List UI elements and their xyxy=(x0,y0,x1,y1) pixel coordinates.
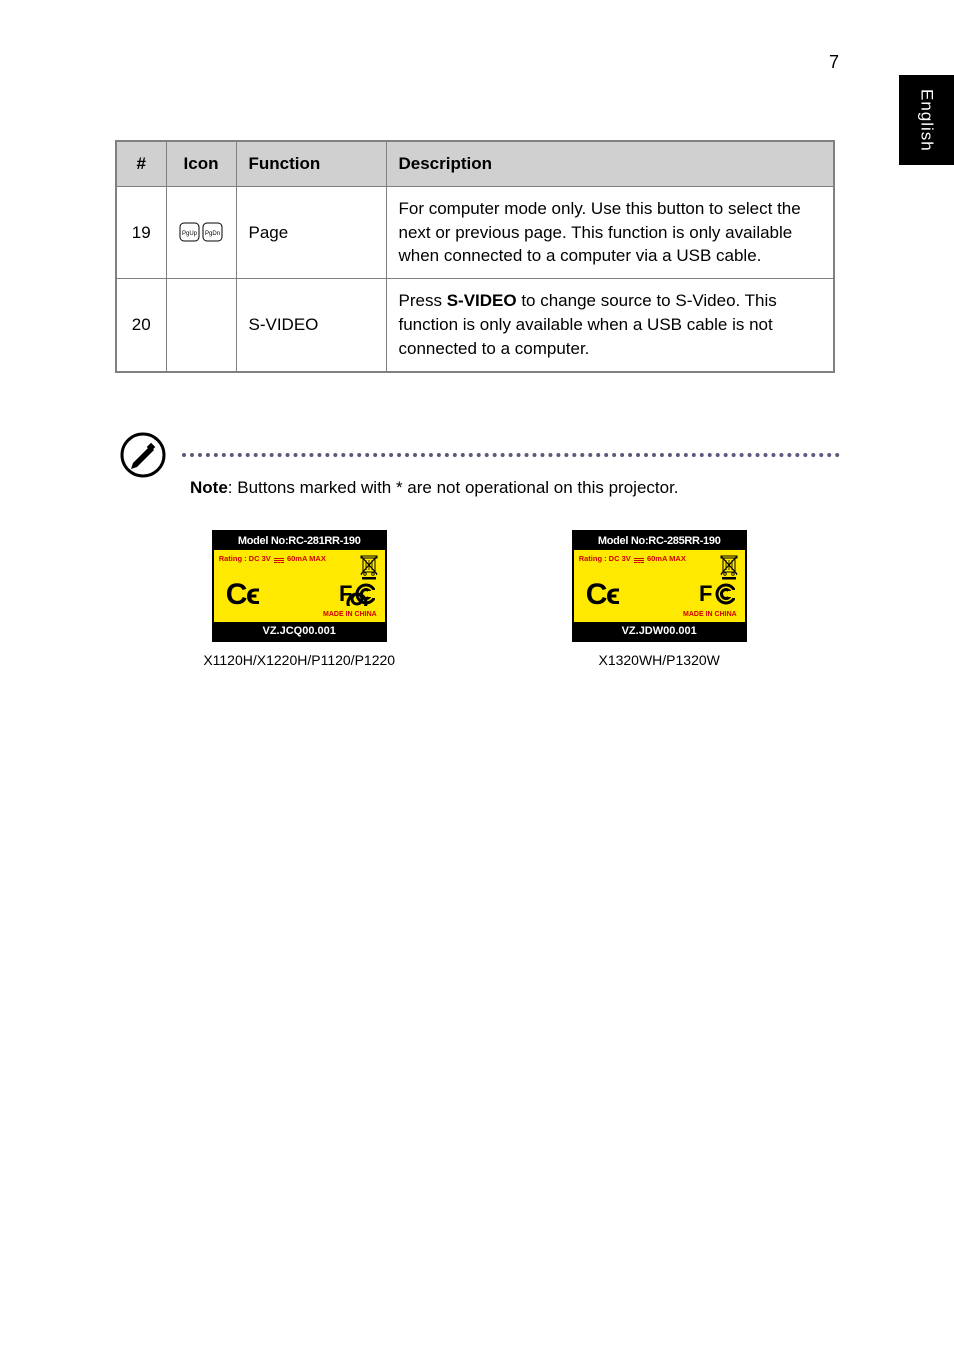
dc-symbol-icon xyxy=(274,558,284,561)
cell-icon: PgUp PgDn xyxy=(166,186,236,278)
label-body: Rating : DC 3V 60mA MAX C ϵ F xyxy=(574,550,745,622)
page-buttons-icon: PgUp PgDn xyxy=(179,222,223,242)
compliance-label: Model No:RC-285RR-190 Rating : DC 3V 60m… xyxy=(572,530,747,642)
svg-text:PgDn: PgDn xyxy=(205,231,220,237)
cell-desc: Press S-VIDEO to change source to S-Vide… xyxy=(386,279,834,372)
page-number: 7 xyxy=(829,52,839,73)
cell-desc: For computer mode only. Use this button … xyxy=(386,186,834,278)
header-desc: Description xyxy=(386,141,834,186)
label-block-1: Model No:RC-281RR-190 Rating : DC 3V 60m… xyxy=(203,530,395,668)
ce-mark-icon: C ϵ xyxy=(586,578,619,612)
label-model: Model No:RC-285RR-190 xyxy=(574,532,745,550)
label-caption: X1120H/X1220H/P1120/P1220 xyxy=(203,652,395,668)
note-separator xyxy=(182,453,840,457)
note-pencil-icon xyxy=(120,432,166,478)
note-row xyxy=(120,432,840,478)
function-table: # Icon Function Description 19 PgUp PgDn… xyxy=(115,140,835,373)
header-num: # xyxy=(116,141,166,186)
dc-symbol-icon xyxy=(634,558,644,561)
cell-icon xyxy=(166,279,236,372)
fcc-mark-icon: F xyxy=(339,582,375,606)
header-func: Function xyxy=(236,141,386,186)
header-icon: Icon xyxy=(166,141,236,186)
cell-num: 20 xyxy=(116,279,166,372)
desc-pre: Press xyxy=(399,291,447,310)
table-row: 20 S-VIDEO Press S-VIDEO to change sourc… xyxy=(116,279,834,372)
label-rating: Rating : DC 3V 60mA MAX xyxy=(579,554,740,563)
compliance-label: Model No:RC-281RR-190 Rating : DC 3V 60m… xyxy=(212,530,387,642)
label-code: VZ.JDW00.001 xyxy=(574,622,745,640)
rating-post: 60mA MAX xyxy=(285,554,326,563)
svg-text:F: F xyxy=(339,582,352,606)
svg-text:F: F xyxy=(699,582,712,606)
note-text: Note: Buttons marked with * are not oper… xyxy=(190,478,679,498)
desc-bold: S-VIDEO xyxy=(447,291,517,310)
compliance-labels-row: Model No:RC-281RR-190 Rating : DC 3V 60m… xyxy=(115,530,835,668)
label-made: MADE IN CHINA xyxy=(323,611,377,618)
label-made: MADE IN CHINA xyxy=(683,611,737,618)
rating-post: 60mA MAX xyxy=(645,554,686,563)
cell-num: 19 xyxy=(116,186,166,278)
note-body: : Buttons marked with * are not operatio… xyxy=(228,478,679,497)
rating-pre: Rating : DC 3V xyxy=(219,554,273,563)
language-tab-label: English xyxy=(917,89,937,152)
label-rating: Rating : DC 3V 60mA MAX xyxy=(219,554,380,563)
ce-mark-icon: C ϵ xyxy=(226,578,259,612)
weee-bin-icon xyxy=(359,554,379,580)
label-model: Model No:RC-281RR-190 xyxy=(214,532,385,550)
fcc-mark-icon: F xyxy=(699,582,735,606)
label-code: VZ.JCQ00.001 xyxy=(214,622,385,640)
language-tab: English xyxy=(899,75,954,165)
rating-pre: Rating : DC 3V xyxy=(579,554,633,563)
label-body: Rating : DC 3V 60mA MAX C ϵ F xyxy=(214,550,385,622)
svg-text:PgUp: PgUp xyxy=(182,231,198,237)
table-row: 19 PgUp PgDn Page For computer mode only… xyxy=(116,186,834,278)
cell-func: S-VIDEO xyxy=(236,279,386,372)
label-caption: X1320WH/P1320W xyxy=(598,652,719,668)
note-label: Note xyxy=(190,478,228,497)
label-block-2: Model No:RC-285RR-190 Rating : DC 3V 60m… xyxy=(572,530,747,668)
weee-bin-icon xyxy=(719,554,739,580)
cell-func: Page xyxy=(236,186,386,278)
table-header-row: # Icon Function Description xyxy=(116,141,834,186)
